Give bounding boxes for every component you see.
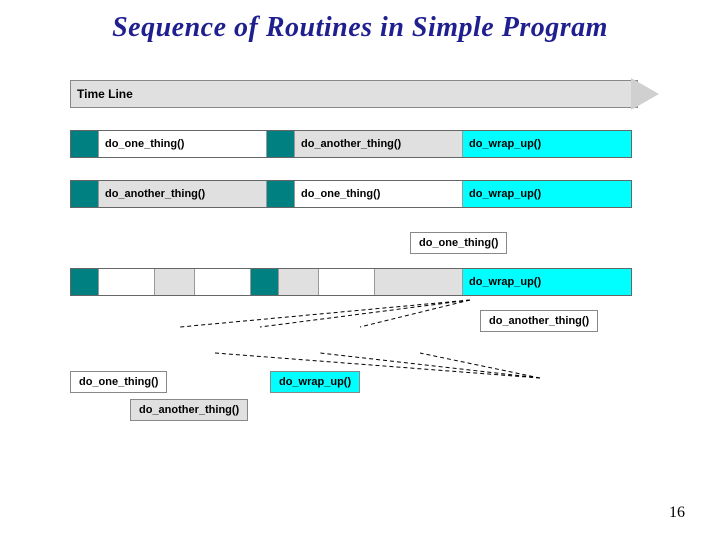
segment [71,131,99,157]
bottom-box-wrap-up: do_wrap_up() [270,371,360,393]
segment [251,269,279,295]
bottom-box-one-thing: do_one_thing() [70,371,167,393]
segment: do_one_thing() [295,181,463,207]
timeline-label: Time Line [77,87,133,101]
segment: do_another_thing() [99,181,267,207]
segment [267,181,295,207]
label-do-one-thing: do_one_thing() [410,232,507,254]
segment [267,131,295,157]
slide-title: Sequence of Routines in Simple Program [0,0,720,44]
label-do-another-thing: do_another_thing() [480,310,598,332]
segment: do_one_thing() [99,131,267,157]
segment [155,269,195,295]
segment [319,269,375,295]
sequence-row-3: do_wrap_up() [70,268,632,296]
segment [195,269,251,295]
segment: do_wrap_up() [463,131,631,157]
segment [99,269,155,295]
sequence-row-1: do_one_thing() do_another_thing()do_wrap_… [70,130,632,158]
sequence-row-2: do_another_thing() do_one_thing()do_wrap_… [70,180,632,208]
page-number: 16 [669,504,685,522]
diagram-area: Time Line do_one_thing()do_another_thing… [70,80,650,371]
segment [279,269,319,295]
segment: do_another_thing() [295,131,463,157]
segment: do_wrap_up() [463,181,631,207]
segment [71,269,99,295]
segment: do_wrap_up() [463,269,631,295]
segment [375,269,463,295]
segment [71,181,99,207]
bottom-box-another-thing: do_another_thing() [130,399,248,421]
timeline-arrow-icon [631,78,659,110]
timeline-bar: Time Line [70,80,638,108]
